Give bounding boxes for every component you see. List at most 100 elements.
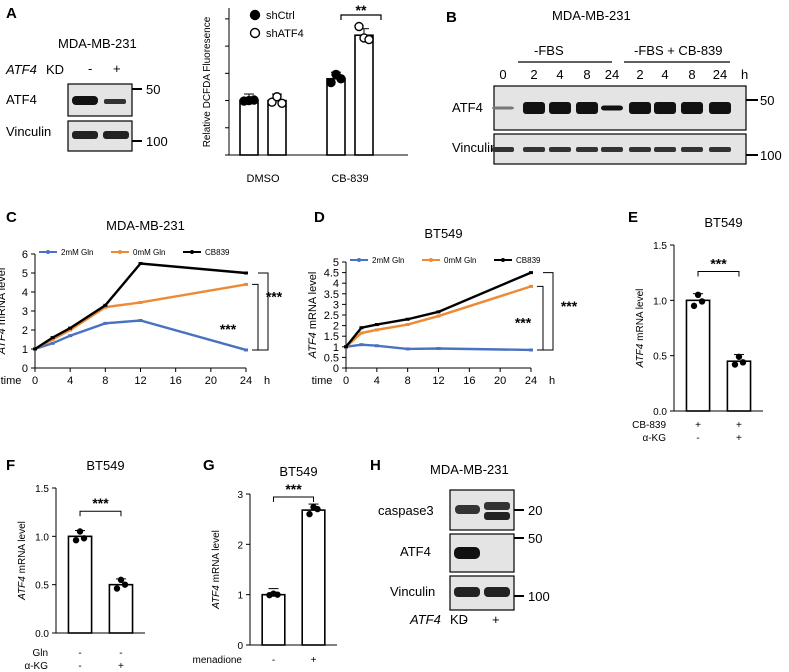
x-tick-label: 4 — [374, 375, 380, 387]
series-line — [34, 319, 247, 352]
band — [72, 96, 98, 105]
y-tick-label: 4 — [333, 278, 339, 290]
y-tick-label: 0 — [22, 363, 28, 375]
mw-50-a: 50 — [146, 82, 160, 97]
band — [454, 587, 480, 597]
x-tick-label: 20 — [494, 375, 506, 387]
x-tick-label: 0 — [32, 375, 38, 387]
band — [484, 587, 510, 597]
significance-stars: *** — [561, 298, 578, 314]
panel-letter-g: G — [203, 457, 215, 474]
lane-label: 8 — [688, 67, 695, 82]
data-point — [72, 537, 80, 544]
chart-f: BT549 0.0 0.5 1.0 1.5 ATF4 mRNA level Gln - - α-K… — [17, 458, 145, 672]
kd-suffix-label-h: KD — [450, 612, 468, 627]
condition-value: - — [78, 661, 81, 672]
blot-label-caspase3: caspase3 — [378, 503, 434, 518]
data-point — [272, 92, 282, 102]
bar — [726, 360, 752, 412]
lane-label: 0 — [499, 67, 506, 82]
band — [484, 502, 510, 510]
data-point — [731, 361, 739, 368]
y-tick-label: 3 — [22, 306, 28, 318]
series-line — [345, 271, 532, 348]
x-axis-label: time — [1, 375, 22, 387]
x-tick-label: 16 — [170, 375, 182, 387]
x-tick-label: 12 — [432, 375, 444, 387]
series-line — [345, 343, 532, 352]
y-axis-label: ATF4 mRNA level — [211, 530, 222, 610]
bar — [67, 535, 93, 634]
significance-bracket — [258, 272, 269, 351]
blot-label-vinculin-b: Vinculin — [452, 140, 497, 155]
condition-value: + — [311, 655, 317, 666]
blot-h: MDA-MB-231 caspase3 ATF4 Vinculin 20 50 … — [378, 462, 550, 627]
y-tick-label: 3 — [237, 490, 243, 501]
series-line — [34, 283, 247, 351]
x-axis-unit: h — [549, 375, 555, 387]
chart-a: Relative DCFDA Fluoresence DMSO CB-839 shCt… — [202, 2, 408, 185]
band — [549, 147, 571, 152]
data-point — [249, 95, 259, 105]
legend-marker — [429, 258, 433, 262]
data-point — [80, 535, 88, 542]
data-point — [121, 581, 129, 588]
condition-label: α-KG — [24, 661, 48, 672]
band — [523, 147, 545, 152]
y-axis-label: ATF4 mRNA level — [17, 521, 28, 601]
cell-line-h: MDA-MB-231 — [430, 462, 509, 477]
significance-stars: *** — [710, 256, 727, 272]
chart-title: MDA-MB-231 — [106, 218, 185, 233]
data-point — [364, 34, 374, 45]
condition-value: - — [78, 648, 81, 659]
band — [681, 147, 703, 152]
band — [104, 99, 126, 104]
bar — [301, 509, 326, 646]
blot-label-atf4-b: ATF4 — [452, 100, 483, 115]
panel-letter-e: E — [628, 209, 638, 226]
band — [523, 102, 545, 114]
y-tick-label: 1.5 — [653, 241, 667, 252]
condition-value: - — [696, 433, 699, 444]
chart-title: BT549 — [279, 464, 317, 479]
data-point — [735, 353, 743, 360]
chart-e: BT549 0.0 0.5 1.0 1.5 ATF4 mRNA level CB-839 + +… — [632, 215, 763, 444]
data-point — [698, 298, 706, 305]
mw-100-h: 100 — [528, 589, 550, 604]
significance-stars: *** — [515, 315, 532, 331]
y-tick-label: 4.5 — [324, 268, 339, 280]
mw-100-a: 100 — [146, 134, 168, 149]
lane-label: 4 — [661, 67, 668, 82]
significance-bracket — [272, 496, 315, 503]
lane-unit-h: h — [741, 67, 748, 82]
cell-line-a: MDA-MB-231 — [58, 36, 137, 51]
kd-gene-label: ATF4 — [5, 62, 37, 77]
data-point — [274, 591, 281, 598]
legend-label: 2mM Gln — [372, 256, 404, 265]
panel-letter-d: D — [314, 209, 325, 226]
chart-title: BT549 — [704, 215, 742, 230]
y-tick-label: 2.5 — [324, 310, 339, 322]
condition-value: - — [272, 655, 275, 666]
kd-suffix-label: KD — [46, 62, 64, 77]
band — [654, 102, 676, 114]
y-axis-label: ATF4 mRNA level — [307, 272, 319, 360]
significance-stars: ** — [356, 2, 367, 18]
y-tick-label: 2 — [237, 540, 243, 551]
data-point — [694, 291, 702, 298]
lane-label: 2 — [530, 67, 537, 82]
data-point — [277, 98, 287, 108]
cell-line-b: MDA-MB-231 — [552, 8, 631, 23]
band — [454, 547, 480, 559]
significance-stars: *** — [266, 289, 283, 305]
lane-label: 2 — [636, 67, 643, 82]
condition-label: Gln — [32, 648, 48, 659]
blot-a: MDA-MB-231 ATF4 KD - + ATF4 Vinculin 50 … — [5, 36, 168, 152]
significance-stars: *** — [285, 481, 302, 497]
data-point — [336, 74, 346, 84]
bar — [267, 99, 287, 156]
band — [455, 505, 480, 514]
y-tick-label: 3.5 — [324, 289, 339, 301]
y-tick-label: 5 — [333, 257, 339, 269]
